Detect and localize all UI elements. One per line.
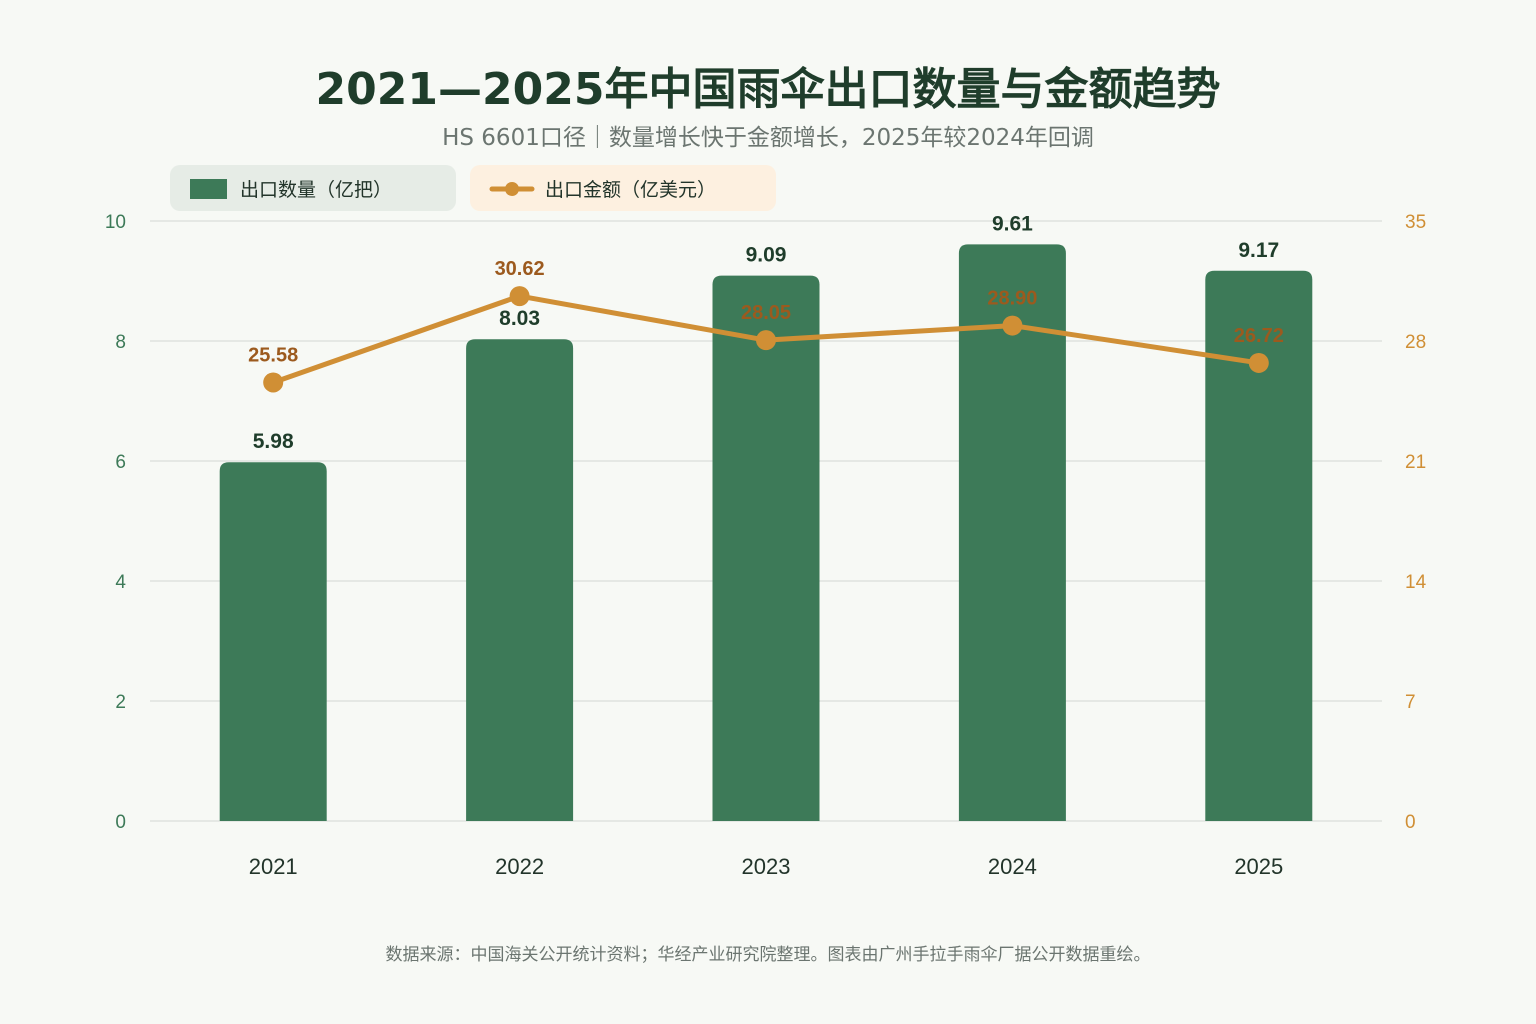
line-point [263,372,284,393]
bar-value-label: 9.17 [1238,239,1279,262]
line-value-label: 30.62 [495,258,545,280]
x-tick-label: 2024 [988,854,1037,879]
y-right-tick-label: 14 [1405,572,1427,593]
footnote: 数据来源：中国海关公开统计资料；华经产业研究院整理。图表由广州手拉手雨伞厂据公开… [386,945,1151,965]
y-left-tick-label: 10 [105,212,126,233]
legend-bar-background [170,165,456,211]
x-tick-label: 2023 [742,854,791,879]
bar-value-label: 8.03 [499,307,540,330]
line-series [263,286,1269,393]
legend-line-background [470,165,776,211]
y-left-tick-label: 2 [115,692,126,713]
legend-bar-swatch [190,179,227,199]
bar-value-label: 9.09 [746,244,787,267]
y-left-tick-label: 8 [115,332,126,353]
bar-series [219,244,1313,822]
bar-value-label: 5.98 [253,430,294,453]
chart-subtitle: HS 6601口径｜数量增长快于金额增长，2025年较2024年回调 [442,125,1094,151]
y-left-tick-label: 6 [115,452,126,473]
line-point [1002,315,1023,336]
y-right-tick-label: 28 [1405,332,1426,353]
axis-ticks: 0 2 4 6 8 10 0 7 14 21 28 35 2021 2022 2023 2024 2025 [105,212,1427,879]
line-value-label: 28.05 [741,302,791,324]
y-right-tick-label: 35 [1405,212,1426,233]
bar [219,462,327,821]
legend: 出口数量（亿把） 出口金额（亿美元） [170,165,776,211]
y-left-tick-label: 0 [115,812,126,833]
line-value-label: 25.58 [248,344,298,366]
x-tick-label: 2025 [1234,854,1283,879]
bar [1205,270,1313,821]
line-value-label: 26.72 [1234,325,1284,347]
line-value-label: 28.90 [987,288,1037,310]
line-point [756,330,776,351]
legend-line-marker [505,182,519,196]
bar [466,339,574,821]
line-point [1248,352,1269,373]
y-right-tick-label: 7 [1405,692,1416,713]
y-right-tick-label: 0 [1405,812,1416,833]
data-labels: 5.98 8.03 9.09 9.61 9.17 25.58 30.62 28.05 28.90… [248,212,1284,453]
legend-bar-label: 出口数量（亿把） [240,179,392,201]
legend-line-label: 出口金额（亿美元） [545,179,716,201]
bar [958,244,1066,821]
y-right-tick-label: 21 [1405,452,1426,473]
x-tick-label: 2021 [249,854,298,879]
bar [712,275,820,822]
line-point [509,286,530,307]
x-tick-label: 2022 [495,854,544,879]
y-left-tick-label: 4 [115,572,126,593]
bar-value-label: 9.61 [992,212,1033,235]
chart-title: 2021—2025年中国雨伞出口数量与金额趋势 [316,64,1221,115]
